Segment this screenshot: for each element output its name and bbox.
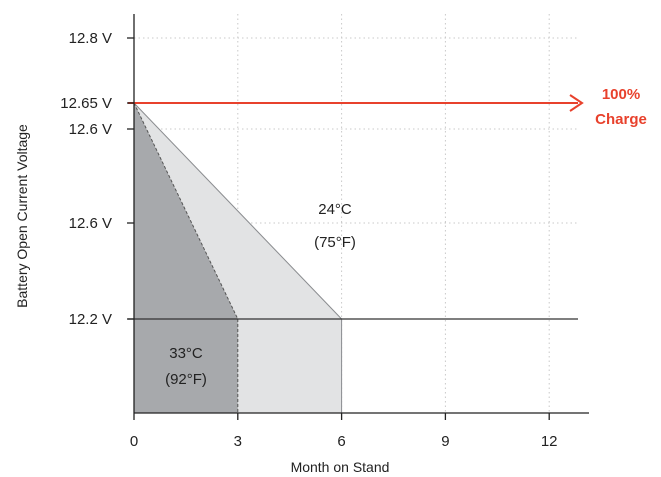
annotation-33c-fahrenheit: (92°F) [165, 371, 207, 388]
x-tick-label: 0 [130, 433, 138, 450]
tick-marks [127, 37, 550, 420]
y-tick-label: 12.2 V [69, 311, 112, 328]
y-tick-label: 12.6 V [69, 121, 112, 138]
charge-label-word: Charge [595, 111, 647, 128]
y-tick-label: 12.65 V [60, 95, 112, 112]
y-axis-title: Battery Open Current Voltage [14, 124, 30, 308]
annotation-33c-celsius: 33°C [169, 345, 203, 362]
reference-lines [128, 94, 584, 320]
area-33c [134, 103, 238, 413]
x-tick-label: 9 [441, 433, 449, 450]
charge-label-percent: 100% [602, 86, 640, 103]
y-tick-label: 12.6 V [69, 215, 112, 232]
x-tick-label: 3 [234, 433, 242, 450]
full-charge-arrowhead [569, 94, 584, 112]
y-tick-label: 12.8 V [69, 30, 112, 47]
annotation-24c-celsius: 24°C [318, 201, 352, 218]
slope-24c [133, 102, 342, 320]
x-tick-label: 12 [541, 433, 558, 450]
axes [133, 14, 589, 414]
annotation-24c-fahrenheit: (75°F) [314, 234, 356, 251]
discharge-areas [133, 102, 343, 413]
chart-text: Battery Open Current Voltage Month on St… [14, 30, 647, 475]
x-tick-label: 6 [337, 433, 345, 450]
x-axis-title: Month on Stand [291, 459, 390, 475]
